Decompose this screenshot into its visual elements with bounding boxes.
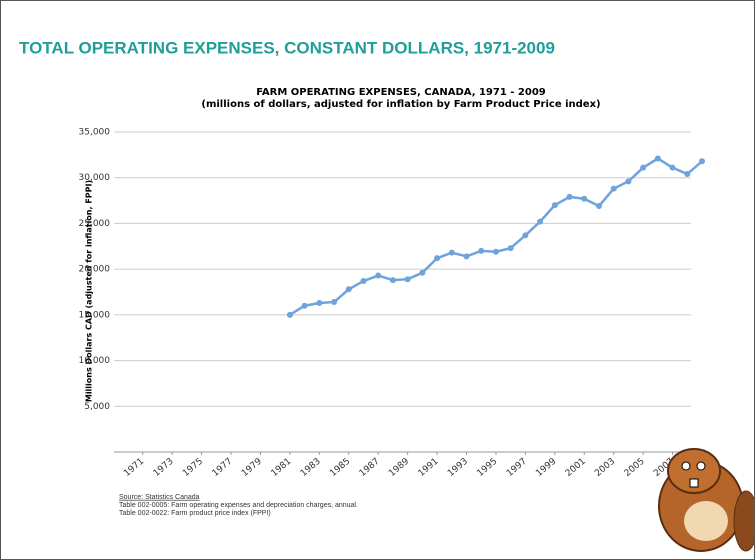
data-point <box>522 232 528 238</box>
data-point <box>581 196 587 202</box>
data-point <box>670 165 676 171</box>
data-point <box>596 203 602 209</box>
x-tick-label: 1999 <box>534 456 558 479</box>
plot: 5,000 10,000 15,000 20,000 25,000 30,000 35,00… <box>79 128 706 479</box>
data-point <box>493 249 499 255</box>
chart: TOTAL OPERATING EXPENSES, CONSTANT DOLLA… <box>1 1 754 559</box>
data-point <box>346 286 352 292</box>
x-tick-label: 1995 <box>476 457 500 479</box>
data-point <box>287 312 293 318</box>
data-point <box>508 245 514 251</box>
x-tick-label: 1979 <box>240 456 264 479</box>
x-tick-label: 1993 <box>446 457 470 479</box>
data-point <box>316 300 322 306</box>
x-tick-label: 1991 <box>417 457 441 479</box>
data-point <box>434 255 440 261</box>
data-point <box>390 277 396 283</box>
data-point <box>537 219 543 225</box>
data-point <box>360 278 366 284</box>
x-tick-label: 1981 <box>269 457 293 479</box>
data-point <box>405 276 411 282</box>
data-point <box>625 178 631 184</box>
x-tick-label: 1971 <box>122 457 146 479</box>
y-tick-label: 20,000 <box>79 265 111 275</box>
x-tick-label: 1975 <box>181 457 205 479</box>
x-tick-label: 2001 <box>564 457 588 479</box>
slide-title: TOTAL OPERATING EXPENSES, CONSTANT DOLLA… <box>19 38 555 57</box>
source: Table 002-0022: Farm product price index… <box>119 510 271 517</box>
data-point <box>478 248 484 254</box>
x-tick-label: 2005 <box>623 457 647 479</box>
source: Source: Statistics Canada <box>119 494 200 501</box>
y-tick-label: 5,000 <box>84 402 110 412</box>
data-point <box>375 273 381 279</box>
slide: TOTAL OPERATING EXPENSES, CONSTANT DOLLA… <box>0 0 755 560</box>
x-tick-label: 1989 <box>387 456 411 479</box>
x-tick-label: 1977 <box>211 457 235 479</box>
y-tick-label: 30,000 <box>79 173 111 183</box>
y-tick-label: 25,000 <box>79 219 111 229</box>
chart-subtitle: (millions of dollars, adjusted for infla… <box>201 99 600 110</box>
data-point <box>464 253 470 259</box>
data-point <box>331 299 337 305</box>
y-tick-label: 10,000 <box>79 356 111 366</box>
x-tick-label: 1973 <box>152 457 176 479</box>
chart-title: FARM OPERATING EXPENSES, CANADA, 1971 - … <box>256 87 546 98</box>
source: Table 002-0005: Farm operating expenses … <box>119 502 358 509</box>
data-point <box>567 194 573 200</box>
x-tick-label: 1985 <box>328 457 352 479</box>
data-line <box>290 159 702 315</box>
data-point <box>699 158 705 164</box>
data-point <box>655 156 661 162</box>
data-point <box>611 186 617 192</box>
y-tick-label: 15,000 <box>79 310 111 320</box>
y-axis-label: Millions Dollars CAD (adjusted for infla… <box>85 180 94 402</box>
data-point <box>449 250 455 256</box>
data-point <box>419 270 425 276</box>
data-point <box>684 171 690 177</box>
x-tick-label: 1983 <box>299 457 323 479</box>
data-point <box>552 202 558 208</box>
data-point <box>640 165 646 171</box>
y-tick-label: 35,000 <box>79 128 111 138</box>
x-tick-label: 1997 <box>505 457 529 479</box>
x-tick-label: 2003 <box>593 457 617 479</box>
beaver-mascot <box>659 449 754 551</box>
data-point <box>302 303 308 309</box>
x-tick-label: 1987 <box>358 457 382 479</box>
